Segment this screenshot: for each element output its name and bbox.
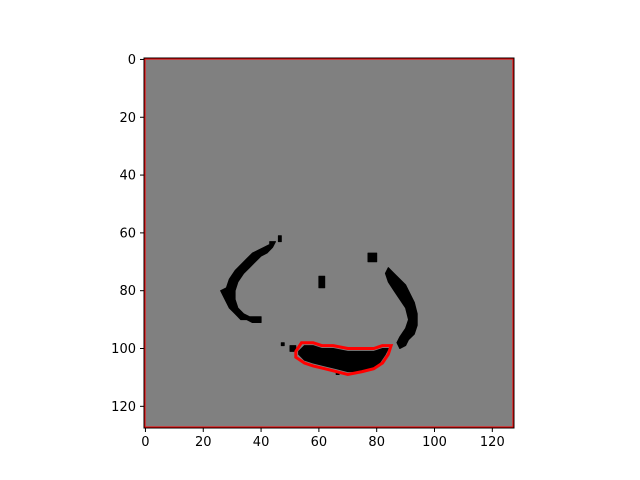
x-tick-label: 100 (422, 435, 447, 450)
y-tick-label: 60 (119, 226, 136, 241)
x-tick-label: 0 (141, 435, 149, 450)
x-tick-label: 20 (195, 435, 212, 450)
y-tick-label: 120 (111, 400, 136, 415)
plot-area (144, 58, 514, 428)
mask-blob-dot-1 (319, 276, 325, 288)
x-tick-label: 80 (368, 435, 385, 450)
y-tick-label: 40 (119, 169, 136, 184)
y-tick-label: 100 (111, 342, 136, 357)
mask-blob-dot-5 (278, 236, 281, 242)
y-tick-label: 0 (128, 53, 136, 68)
image-background (144, 58, 514, 428)
y-tick-label: 80 (119, 284, 136, 299)
x-tick-label: 120 (480, 435, 505, 450)
mask-blob-dot-2 (368, 253, 377, 262)
x-tick-label: 60 (311, 435, 328, 450)
x-tick-label: 40 (253, 435, 270, 450)
y-tick-label: 20 (119, 111, 136, 126)
mask-blob-dot-4 (281, 343, 284, 346)
